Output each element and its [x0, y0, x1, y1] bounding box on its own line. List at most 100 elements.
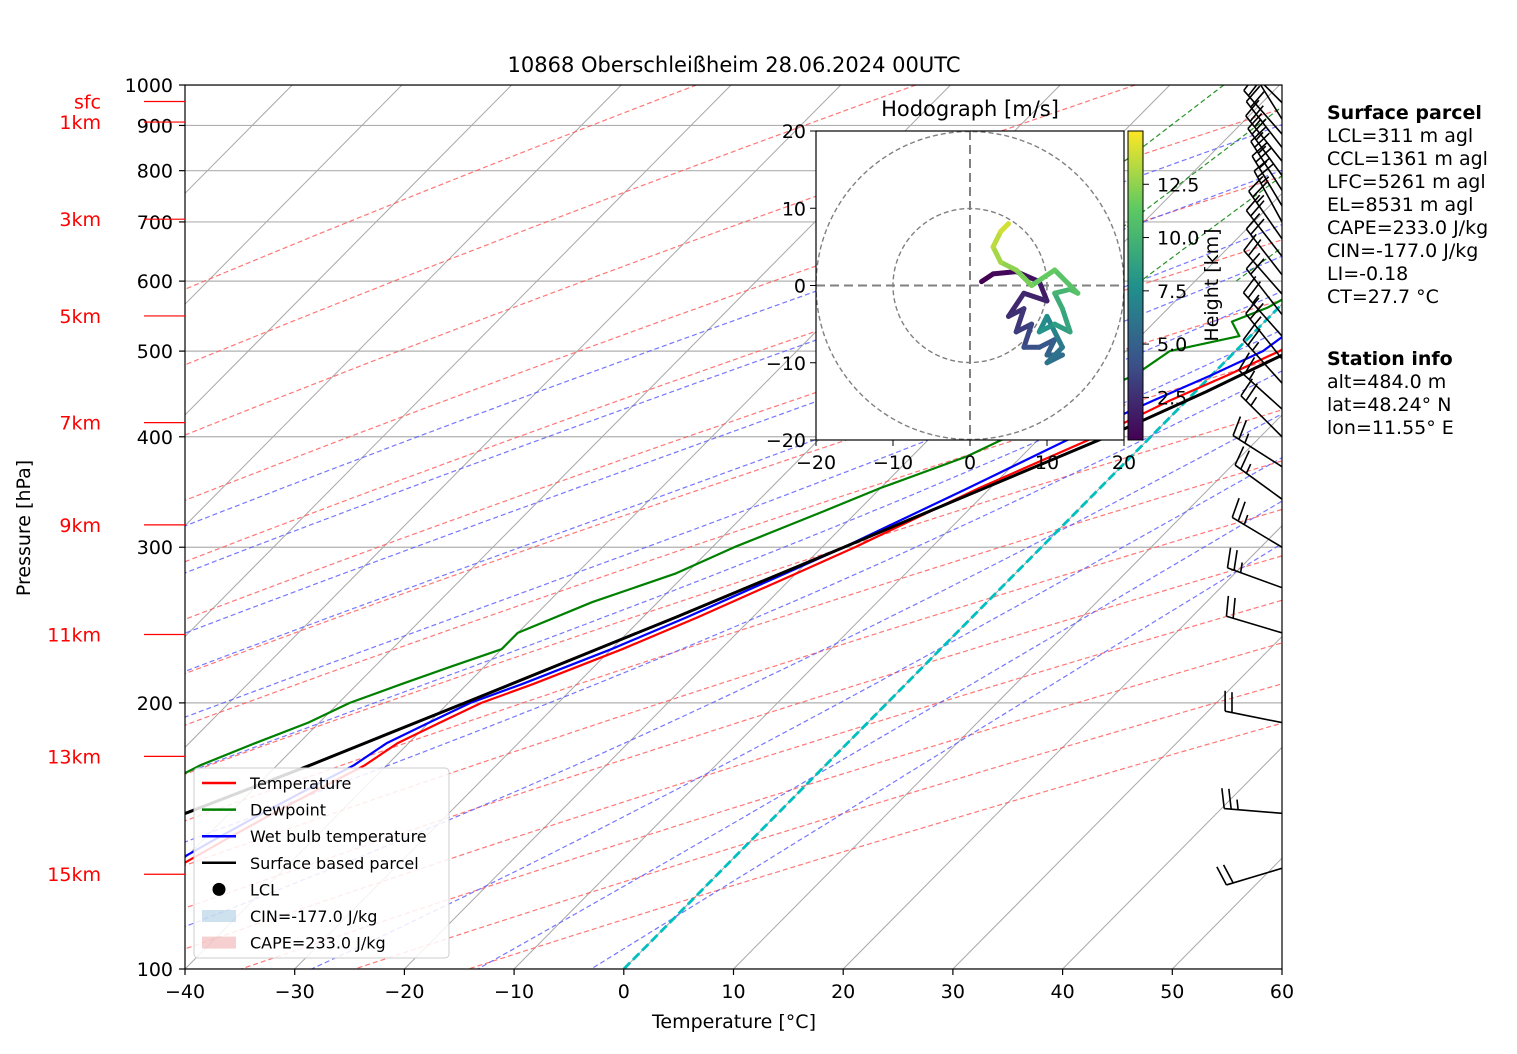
wind-barb-staff [1248, 190, 1282, 240]
wind-barb-feather [1231, 497, 1240, 518]
hodograph-segment [1021, 290, 1050, 304]
wind-barb [1224, 690, 1282, 724]
hodograph-segment [1021, 321, 1035, 350]
height-label: 11km [47, 624, 101, 646]
hodograph-segment [990, 244, 1004, 265]
dry-adiabat [185, 355, 1282, 726]
isotherm-line [185, 85, 622, 527]
wind-barb-feather [1245, 213, 1261, 230]
wind-barb [1234, 446, 1282, 500]
y-axis-label: Pressure [hPa] [13, 460, 35, 596]
wind-barb-feather [1247, 85, 1258, 97]
hodograph-segment [990, 228, 1004, 250]
legend-label: LCL [250, 880, 279, 899]
cape-value: CAPE=233.0 J/kg [1327, 217, 1489, 239]
hodograph-segment [998, 221, 1011, 234]
isotherm-line [185, 85, 403, 305]
wind-barb [1216, 864, 1282, 886]
wind-barb-staff [1242, 339, 1282, 384]
wind-barb-feather [1250, 126, 1267, 143]
moist-adiabat [185, 124, 1282, 527]
wind-barb-feather [1245, 297, 1260, 315]
wind-barb-staff [1243, 249, 1282, 295]
isotherm-line [185, 85, 842, 749]
x-tick-label: 30 [941, 981, 965, 1003]
surface-parcel-title: Surface parcel [1327, 102, 1482, 124]
wetbulb-line [185, 335, 1282, 858]
colorbar-tick-label: 5.0 [1157, 334, 1187, 356]
wind-barb [1242, 323, 1282, 384]
wind-barb-feather [1250, 258, 1265, 275]
y-tick-label: 600 [137, 271, 173, 293]
legend: Temperature Dewpoint Wet bulb temperature S… [193, 767, 450, 959]
wind-barb-feather [1238, 352, 1250, 371]
dry-adiabat [185, 175, 1282, 563]
station-lon: lon=11.55° E [1327, 417, 1454, 439]
wind-barb-feather [1243, 356, 1256, 376]
isotherm-line [842, 525, 1282, 969]
x-axis-label: Temperature [°C] [651, 1011, 816, 1033]
station-alt: alt=484.0 m [1327, 371, 1447, 393]
hodograph-segment [1029, 267, 1058, 288]
legend-label: Dewpoint [250, 801, 326, 820]
wind-barb-staff [1250, 140, 1282, 191]
li-value: LI=-0.18 [1327, 263, 1409, 285]
lcl-value: LCL=311 m agl [1327, 125, 1474, 147]
hodograph-x-tick-label: −10 [873, 452, 913, 474]
hodograph-x-tick-label: −20 [796, 452, 836, 474]
wind-barb-staff [1234, 464, 1282, 500]
moist-adiabat [590, 542, 1282, 969]
x-tick-label: 20 [831, 981, 855, 1003]
wind-barb [1226, 547, 1282, 589]
wind-barb-half-feather [1248, 370, 1256, 380]
height-label: 9km [59, 515, 101, 537]
wind-barb-feather [1216, 866, 1228, 886]
colorbar-tick-label: 12.5 [1157, 174, 1199, 196]
hodograph-y-tick-label: 20 [782, 121, 806, 143]
legend-label: Temperature [249, 774, 351, 793]
cin-value: CIN=-177.0 J/kg [1327, 240, 1479, 262]
hodograph-segment [1052, 286, 1073, 296]
height-label: 13km [47, 746, 101, 768]
hodograph-y-tick-label: −10 [766, 353, 806, 375]
wind-barb-feather [1255, 147, 1272, 163]
moist-adiabat [311, 457, 1282, 969]
wind-barb [1238, 352, 1282, 410]
wind-barb-half-feather [1245, 463, 1252, 474]
wind-barb-feather [1240, 378, 1253, 397]
hodograph-x-tick-label: 0 [964, 452, 976, 474]
wind-barb [1245, 194, 1282, 257]
wind-barb-feather [1250, 200, 1265, 217]
isotherm-line [952, 635, 1282, 969]
wind-barb-feather [1245, 194, 1261, 212]
wind-barb-feather [1242, 275, 1257, 294]
wind-barb-staff [1245, 268, 1282, 316]
hodograph-title: Hodograph [m/s] [881, 97, 1059, 121]
wind-barb-feather [1237, 501, 1246, 522]
wind-barb-feather [1250, 218, 1265, 236]
hodograph-segment [990, 269, 1019, 277]
wind-barb-feather [1248, 175, 1264, 192]
wind-barb-half-feather [1250, 396, 1258, 407]
legend-label: CAPE=233.0 J/kg [250, 934, 386, 953]
mixing-ratio-line [1485, 85, 1517, 281]
height-label: 15km [47, 864, 101, 886]
wind-barb-staff [1231, 516, 1282, 548]
y-tick-label: 500 [137, 341, 173, 363]
wind-barb-feather [1245, 85, 1261, 103]
wind-barb-feather [1245, 99, 1260, 117]
wind-barb-feather [1232, 416, 1242, 436]
y-tick-label: 200 [137, 693, 173, 715]
wind-barb [1232, 416, 1282, 468]
y-tick-label: 400 [137, 427, 173, 449]
wind-barb-feather [1253, 157, 1271, 172]
wind-barb-feather [1234, 446, 1245, 466]
legend-swatch [202, 910, 236, 922]
wind-barb-feather [1243, 233, 1257, 251]
hodograph-segment [1044, 337, 1058, 358]
hodograph-y-tick-label: 10 [782, 198, 806, 220]
wind-barb-feather [1226, 547, 1232, 568]
wind-barb-staff [1224, 807, 1282, 815]
wind-barb-half-feather [1260, 176, 1270, 184]
wind-barb-staff [1245, 313, 1282, 360]
